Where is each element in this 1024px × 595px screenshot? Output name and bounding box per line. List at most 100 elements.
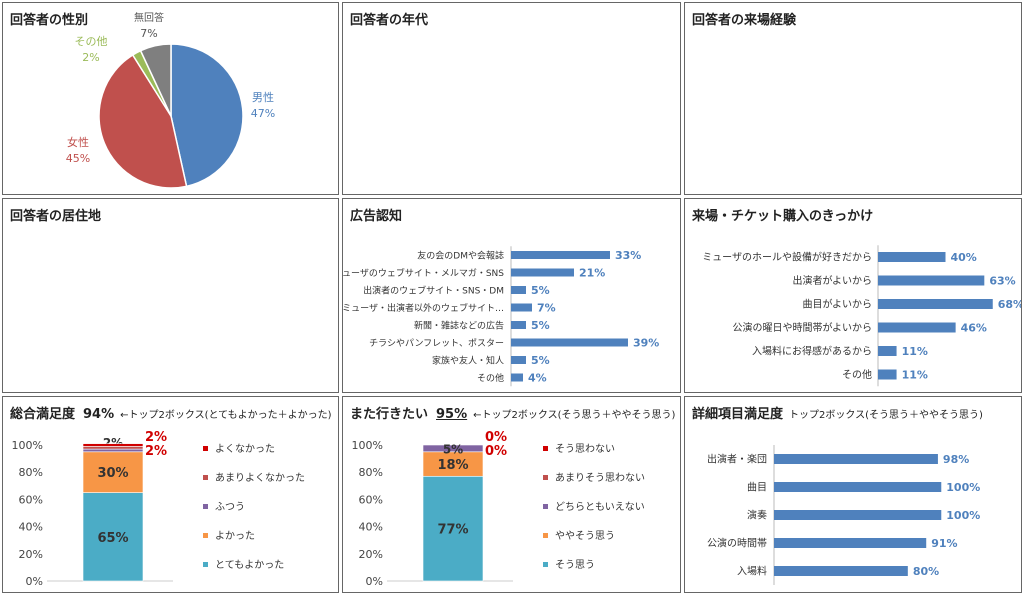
legend-label: そう思う [555, 559, 595, 571]
category-label: 曲目がよいから [803, 298, 873, 311]
panel-title: 回答者の来場経験 [692, 13, 797, 28]
bar [511, 303, 532, 312]
data-label: 11% [902, 369, 928, 382]
category-label: ミューザ・出演者以外のウェブサイト… [343, 302, 504, 314]
panel-ad: 広告認知 友の会のDMや会報誌 33% ミューザのウェブサイト・メルマガ・SNS 21… [342, 198, 681, 393]
overall-stacked-chart: 0%20%40%60%80%100%65%30%2%2%2%よくなかったあまりよ… [12, 430, 305, 588]
overall-title: 総合満足度 [10, 407, 76, 422]
data-label: 7% [537, 302, 556, 315]
segment-label: 5% [443, 442, 463, 456]
category-label: ミューザのウェブサイト・メルマガ・SNS [343, 267, 504, 279]
stack-segment [82, 443, 144, 447]
legend-swatch [203, 475, 208, 480]
data-label: 68% [998, 298, 1022, 311]
category-label: 新聞・雑誌などの広告 [414, 320, 504, 332]
panel-gender: 回答者の性別 男性 47% 女性 45% その他 2% 無回答 7% [2, 2, 339, 195]
y-tick-label: 100% [352, 439, 383, 452]
stack-segment [82, 446, 144, 450]
y-tick-label: 0% [366, 575, 383, 588]
panel-trigger: 来場・チケット購入のきっかけ ミューザのホールや設備が好きだから 40% 出演者がよ… [684, 198, 1022, 393]
category-label: 家族や友人・知人 [432, 355, 504, 367]
y-tick-label: 60% [19, 493, 43, 506]
panel-overall: 総合満足度 94% ←トップ2ボックス(とてもよかった＋よかった) 0% 20% 40%… [2, 396, 339, 593]
stack-segment [82, 451, 144, 493]
category-label: 友の会のDMや会報誌 [417, 250, 504, 262]
category-label: その他 [842, 368, 872, 381]
category-label: 曲目 [747, 482, 767, 494]
category-label: チラシやパンフレット、ポスター [369, 338, 504, 349]
category-label: 公演の時間帯 [707, 537, 767, 550]
segment-label: 2% [145, 444, 167, 459]
bar [511, 251, 610, 259]
panel-visit: 回答者の来場経験 今回はじめて36%2～4回33%5～9回9%10回以上22% [684, 2, 1022, 195]
legend-swatch [543, 562, 548, 567]
bar [774, 510, 942, 520]
category-label: 出演者・楽団 [707, 453, 767, 466]
legend-swatch [203, 504, 208, 509]
segment-label: 2% [145, 430, 167, 445]
bar [878, 346, 897, 356]
data-label: 80% [913, 565, 939, 578]
pie-slice [170, 43, 244, 188]
pie-slice [98, 53, 188, 189]
y-tick-label: 80% [359, 466, 383, 479]
bar [511, 356, 526, 364]
bar [774, 454, 938, 464]
data-label: 11% [902, 345, 928, 358]
data-label: 5% [531, 284, 550, 297]
legend-swatch [543, 504, 548, 509]
bar [511, 321, 526, 329]
y-tick-label: 0% [26, 575, 43, 588]
panel-age: 回答者の年代 19歳以下0%20～25歳0%26～39歳5%40～49歳0%50… [342, 2, 681, 195]
data-label: 98% [943, 453, 969, 466]
y-tick-label: 20% [359, 548, 383, 561]
category-label: 出演者がよいから [793, 274, 873, 287]
legend-label: よかった [215, 530, 255, 542]
trigger-bar-chart: ミューザのホールや設備が好きだから 40% 出演者がよいから 63% 曲目がよいから 68… [702, 245, 1022, 387]
bar [511, 373, 523, 382]
panel-title: 回答者の性別 [10, 13, 89, 28]
segment-label: 30% [97, 466, 128, 481]
stack-segment [82, 492, 144, 582]
panel-again: また行きたい 95% ←トップ2ボックス(そう思う＋ややそう思う) 0% 20% 40%… [342, 396, 681, 593]
bar [878, 299, 993, 309]
category-label: その他 [477, 372, 504, 384]
panel-title: 広告認知 [350, 209, 403, 224]
again-title: また行きたい [350, 407, 429, 422]
category-label: 入場料 [737, 565, 767, 578]
segment-label: 18% [437, 458, 468, 473]
category-label: 出演者のウェブサイト・SNS・DM [363, 285, 504, 297]
stack-segment [422, 475, 484, 582]
legend-label: そう思わない [555, 443, 615, 455]
slice-label: 男性 [252, 90, 274, 104]
data-label: 100% [946, 481, 980, 494]
age-pie-chart: 19歳以下0%20～25歳0%26～39歳5%40～49歳0%50～59歳20%… [343, 3, 681, 195]
y-tick-label: 100% [12, 439, 43, 452]
legend-label: ややそう思う [555, 530, 615, 542]
bar [878, 252, 946, 262]
bar [511, 268, 574, 277]
data-label: 100% [946, 509, 980, 522]
overall-top2: 94% [83, 407, 115, 422]
legend-swatch [203, 562, 208, 567]
panel-title: 回答者の居住地 [10, 209, 102, 224]
panel-title: 詳細項目満足度 トップ2ボックス(そう思う＋ややそう思う) [692, 403, 983, 422]
y-tick-label: 80% [19, 466, 43, 479]
data-label: 91% [931, 537, 957, 550]
bar [878, 275, 985, 286]
visit-pie-chart: 今回はじめて36%2～4回33%5～9回9%10回以上22% [685, 3, 1022, 195]
legend-label: ふつう [215, 501, 245, 513]
y-tick-label: 40% [19, 521, 43, 534]
slice-value: 7% [140, 27, 157, 40]
stack-segment [422, 451, 484, 477]
segment-label: 0% [485, 444, 507, 459]
slice-label: 無回答 [134, 11, 164, 24]
panel-residence: 回答者の居住地 川崎市23%横浜市8%神奈川県その他12%東京都28%その他10… [2, 198, 339, 393]
slice-value: 45% [66, 152, 90, 165]
legend-label: あまりよくなかった [215, 472, 305, 484]
data-label: 40% [951, 251, 977, 264]
panel-title: 来場・チケット購入のきっかけ [692, 209, 874, 224]
segment-label: 65% [97, 531, 128, 546]
data-label: 4% [528, 372, 547, 385]
category-label: ミューザのホールや設備が好きだから [702, 251, 872, 264]
